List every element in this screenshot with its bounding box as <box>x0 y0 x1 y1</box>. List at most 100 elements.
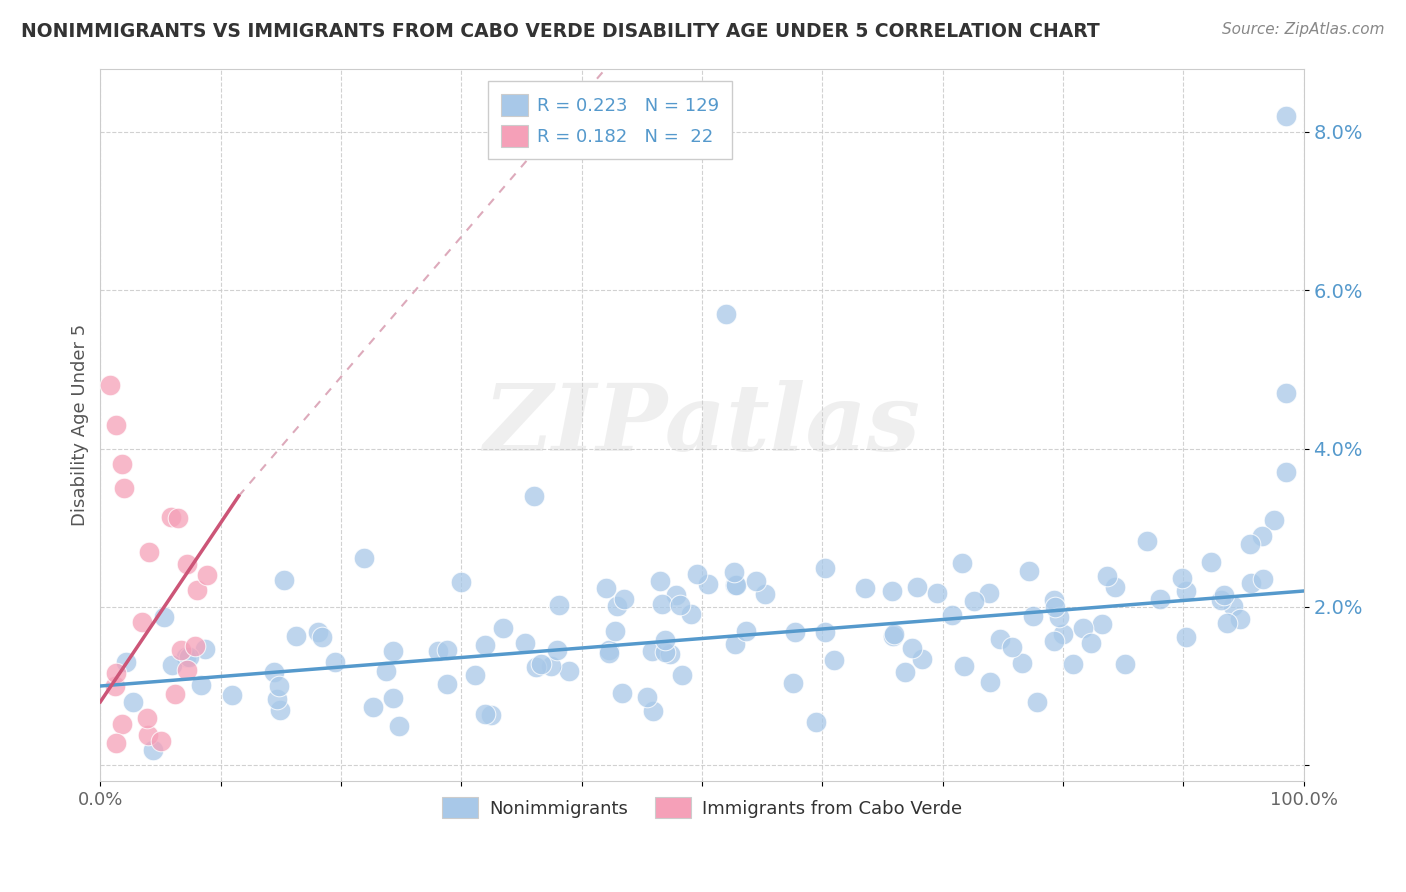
Point <box>1080 636 1102 650</box>
Point <box>176 663 198 677</box>
Text: ZIPatlas: ZIPatlas <box>484 380 921 470</box>
Point <box>925 586 948 600</box>
Point <box>1026 695 1049 709</box>
Point <box>1135 534 1157 549</box>
Point <box>681 607 703 621</box>
Point <box>613 591 636 606</box>
Point <box>1171 572 1194 586</box>
Point <box>266 692 288 706</box>
Point <box>659 647 682 661</box>
Point <box>388 719 411 733</box>
Point <box>905 580 928 594</box>
Point <box>548 598 571 612</box>
Point <box>149 734 172 748</box>
Point <box>138 545 160 559</box>
Point <box>138 728 160 742</box>
Point <box>1071 621 1094 635</box>
Point <box>479 708 502 723</box>
Point <box>311 630 333 644</box>
Point <box>979 586 1001 600</box>
Point <box>363 699 385 714</box>
Point <box>426 643 449 657</box>
Point <box>285 629 308 643</box>
Point <box>183 639 205 653</box>
Point <box>522 489 544 503</box>
Point <box>195 567 218 582</box>
Point <box>104 736 127 750</box>
Point <box>382 644 405 658</box>
Point <box>104 666 127 681</box>
Point <box>115 655 138 669</box>
Point <box>1062 657 1084 671</box>
Point <box>307 625 329 640</box>
Point <box>382 691 405 706</box>
Point <box>492 621 515 635</box>
Point <box>953 658 976 673</box>
Point <box>1239 536 1261 550</box>
Point <box>474 706 496 721</box>
Point <box>152 610 174 624</box>
Point <box>104 679 127 693</box>
Point <box>782 675 804 690</box>
Point <box>121 695 143 709</box>
Point <box>901 641 924 656</box>
Point <box>169 643 191 657</box>
Point <box>785 624 807 639</box>
Point <box>267 679 290 693</box>
Point <box>1274 386 1296 401</box>
Point <box>1263 513 1285 527</box>
Point <box>1274 109 1296 123</box>
Point <box>1018 564 1040 578</box>
Point <box>111 458 134 472</box>
Point <box>160 658 183 673</box>
Point <box>1047 610 1070 624</box>
Point <box>880 584 903 599</box>
Point <box>735 624 758 639</box>
Point <box>135 711 157 725</box>
Point <box>190 678 212 692</box>
Point <box>1104 581 1126 595</box>
Point <box>724 637 747 651</box>
Point <box>436 676 458 690</box>
Point <box>194 641 217 656</box>
Point <box>1229 612 1251 626</box>
Point <box>1011 657 1033 671</box>
Point <box>606 599 628 614</box>
Point <box>112 481 135 495</box>
Point <box>1052 627 1074 641</box>
Point <box>98 378 121 392</box>
Text: NONIMMIGRANTS VS IMMIGRANTS FROM CABO VERDE DISABILITY AGE UNDER 5 CORRELATION C: NONIMMIGRANTS VS IMMIGRANTS FROM CABO VE… <box>21 22 1099 41</box>
Point <box>910 651 932 665</box>
Point <box>558 665 581 679</box>
Point <box>1240 575 1263 590</box>
Point <box>165 687 187 701</box>
Point <box>176 557 198 571</box>
Point <box>186 582 208 597</box>
Point <box>1091 617 1114 632</box>
Point <box>696 577 718 591</box>
Point <box>671 667 693 681</box>
Point <box>160 509 183 524</box>
Point <box>654 632 676 647</box>
Point <box>530 657 553 671</box>
Legend: Nonimmigrants, Immigrants from Cabo Verde: Nonimmigrants, Immigrants from Cabo Verd… <box>434 790 969 825</box>
Point <box>1001 640 1024 654</box>
Point <box>988 632 1011 647</box>
Point <box>804 715 827 730</box>
Point <box>637 690 659 704</box>
Point <box>273 573 295 587</box>
Point <box>1174 631 1197 645</box>
Point <box>1043 634 1066 648</box>
Point <box>651 597 673 611</box>
Point <box>745 574 768 589</box>
Point <box>540 659 562 673</box>
Point <box>1114 657 1136 672</box>
Point <box>167 510 190 524</box>
Point <box>515 636 537 650</box>
Point <box>1095 569 1118 583</box>
Point <box>1043 593 1066 607</box>
Point <box>754 587 776 601</box>
Point <box>1209 593 1232 607</box>
Point <box>1212 588 1234 602</box>
Point <box>963 593 986 607</box>
